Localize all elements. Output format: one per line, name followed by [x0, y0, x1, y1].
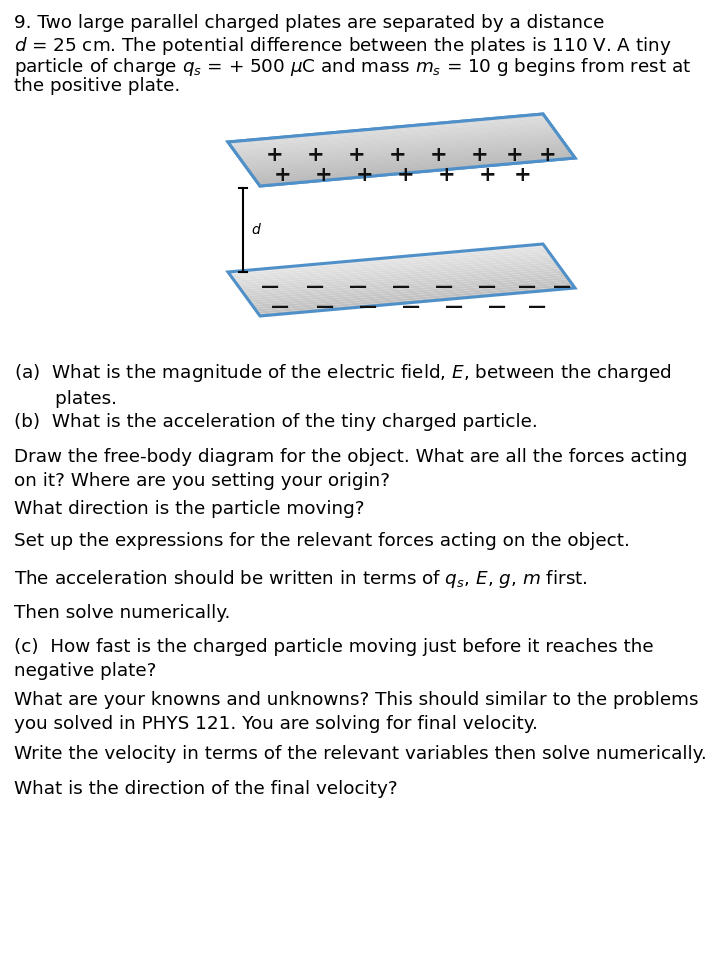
Text: Set up the expressions for the relevant forces acting on the object.: Set up the expressions for the relevant … — [14, 532, 630, 550]
Text: —: — — [553, 278, 571, 296]
Polygon shape — [233, 121, 549, 151]
Polygon shape — [252, 147, 568, 177]
Polygon shape — [255, 151, 572, 182]
Polygon shape — [249, 143, 566, 173]
Text: +: + — [471, 145, 489, 165]
Text: What direction is the particle moving?: What direction is the particle moving? — [14, 500, 365, 518]
Text: —: — — [445, 298, 463, 316]
Polygon shape — [235, 122, 551, 153]
Text: —: — — [261, 278, 279, 296]
Text: +: + — [479, 165, 497, 185]
Text: —: — — [316, 298, 334, 316]
Text: —: — — [488, 298, 506, 316]
Polygon shape — [245, 268, 562, 299]
Text: +: + — [539, 145, 557, 165]
Text: +: + — [315, 165, 332, 185]
Polygon shape — [242, 264, 559, 294]
Text: +: + — [506, 145, 524, 165]
Polygon shape — [250, 145, 567, 175]
Polygon shape — [241, 132, 558, 162]
Polygon shape — [254, 279, 570, 309]
Polygon shape — [247, 141, 564, 170]
Text: (a)  What is the magnitude of the electric field, $E$, between the charged
     : (a) What is the magnitude of the electri… — [14, 362, 672, 408]
Text: +: + — [389, 145, 407, 165]
Text: $d$: $d$ — [251, 222, 262, 237]
Text: +: + — [514, 165, 532, 185]
Polygon shape — [255, 281, 572, 312]
Polygon shape — [257, 154, 573, 184]
Text: —: — — [518, 278, 536, 296]
Polygon shape — [237, 257, 554, 287]
Text: —: — — [349, 278, 367, 296]
Polygon shape — [228, 114, 545, 145]
Text: +: + — [307, 145, 325, 165]
Polygon shape — [242, 134, 559, 164]
Polygon shape — [228, 244, 545, 275]
Polygon shape — [236, 125, 553, 155]
Text: +: + — [266, 145, 284, 165]
Text: 9. Two large parallel charged plates are separated by a distance: 9. Two large parallel charged plates are… — [14, 14, 604, 32]
Text: +: + — [438, 165, 456, 185]
Polygon shape — [236, 255, 553, 285]
Polygon shape — [240, 259, 556, 290]
Text: particle of charge $q_s$ = + 500 $\mu$C and mass $m_s$ = 10 g begins from rest a: particle of charge $q_s$ = + 500 $\mu$C … — [14, 56, 691, 78]
Polygon shape — [244, 136, 561, 167]
Polygon shape — [230, 116, 546, 146]
Polygon shape — [230, 246, 546, 277]
Text: Then solve numerically.: Then solve numerically. — [14, 604, 230, 622]
Polygon shape — [235, 253, 551, 283]
Polygon shape — [244, 266, 561, 297]
Text: (c)  How fast is the charged particle moving just before it reaches the
negative: (c) How fast is the charged particle mov… — [14, 638, 654, 679]
Polygon shape — [252, 277, 568, 307]
Polygon shape — [240, 129, 556, 160]
Text: Draw the free-body diagram for the object. What are all the forces acting
on it?: Draw the free-body diagram for the objec… — [14, 448, 687, 490]
Text: —: — — [435, 278, 453, 296]
Text: —: — — [306, 278, 324, 296]
Text: (b)  What is the acceleration of the tiny charged particle.: (b) What is the acceleration of the tiny… — [14, 413, 538, 431]
Text: $d$ = 25 cm. The potential difference between the plates is 110 V. A tiny: $d$ = 25 cm. The potential difference be… — [14, 35, 671, 57]
Polygon shape — [258, 286, 575, 316]
Polygon shape — [249, 273, 566, 302]
Polygon shape — [228, 114, 575, 186]
Text: What are your knowns and unknowns? This should similar to the problems
you solve: What are your knowns and unknowns? This … — [14, 691, 699, 733]
Text: What is the direction of the final velocity?: What is the direction of the final veloc… — [14, 780, 398, 798]
Text: —: — — [478, 278, 496, 296]
Text: —: — — [528, 298, 546, 316]
Text: +: + — [430, 145, 448, 165]
Text: —: — — [359, 298, 377, 316]
Text: —: — — [271, 298, 289, 316]
Text: —: — — [392, 278, 410, 296]
Polygon shape — [233, 251, 549, 280]
Text: the positive plate.: the positive plate. — [14, 77, 180, 95]
Text: +: + — [348, 145, 366, 165]
Text: Write the velocity in terms of the relevant variables then solve numerically.: Write the velocity in terms of the relev… — [14, 745, 706, 763]
Polygon shape — [231, 249, 548, 278]
Polygon shape — [247, 271, 564, 300]
Text: —: — — [402, 298, 420, 316]
Text: +: + — [274, 165, 292, 185]
Text: +: + — [398, 165, 415, 185]
Polygon shape — [258, 156, 575, 186]
Polygon shape — [257, 283, 573, 314]
Polygon shape — [237, 127, 554, 157]
Polygon shape — [245, 138, 562, 168]
Polygon shape — [250, 275, 567, 305]
Polygon shape — [231, 119, 548, 148]
Polygon shape — [254, 149, 570, 179]
Text: +: + — [356, 165, 374, 185]
Polygon shape — [241, 261, 558, 292]
Text: The acceleration should be written in terms of $q_s$, $E$, $g$, $m$ first.: The acceleration should be written in te… — [14, 568, 588, 590]
